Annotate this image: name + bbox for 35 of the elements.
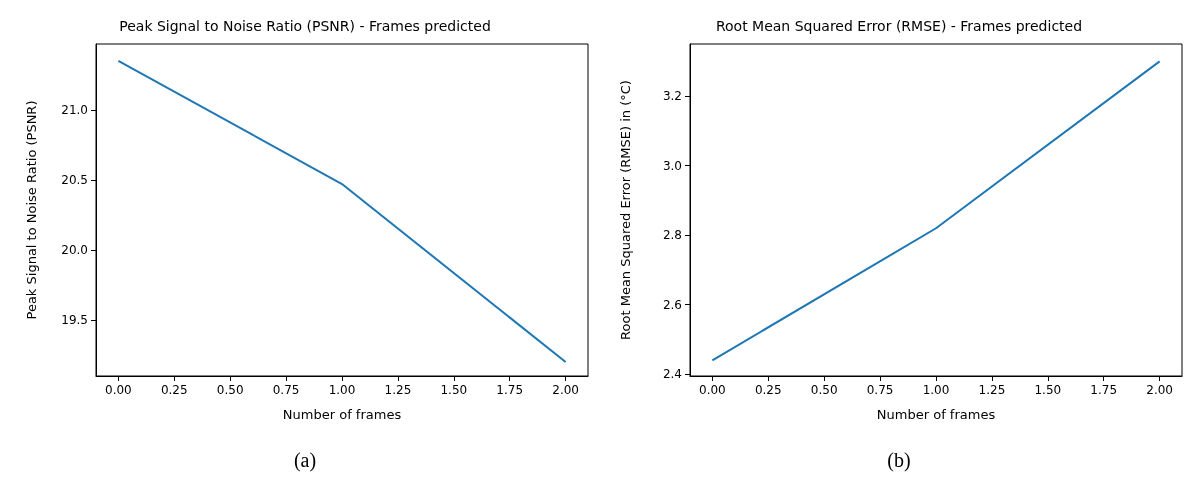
y-tick-label: 3.2 [662,89,682,104]
y-tick-label: 3.0 [662,158,682,173]
y-tick-label: 21.0 [61,102,88,117]
x-tick-label: 1.25 [384,383,412,397]
x-tick-label: 1.25 [978,383,1006,397]
y-tick-label: 20.5 [61,172,88,187]
x-tick-label: 0.25 [160,383,188,397]
x-tick-label: 1.00 [328,383,356,397]
x-tick-label: 2.00 [552,383,579,397]
x-tick-label: 0.50 [216,383,244,397]
x-tick-label: 1.00 [922,383,950,397]
x-tick-label: 0.50 [810,383,838,397]
y-axis-title: Root Mean Squared Error (RMSE) in (°C) [618,80,633,340]
text: (b) [887,449,911,472]
text: (a) [293,449,317,472]
y-tick-label: 19.5 [61,312,88,327]
x-axis-title: Number of frames [876,407,996,422]
chart-title: Root Mean Squared Error (RMSE) - Frames predicted [715,18,1083,34]
x-tick-label: 1.50 [440,383,468,397]
x-tick-label: 0.00 [105,383,132,397]
y-tick-label: 2.4 [662,367,682,382]
x-tick-label: 1.50 [1034,383,1062,397]
x-tick-label: 2.00 [1146,383,1173,397]
chart-title: Peak Signal to Noise Ratio (PSNR) - Frames predicted [119,18,491,34]
x-tick-label: 0.75 [866,383,894,397]
y-axis-title: Peak Signal to Noise Ratio (PSNR) [24,100,39,320]
x-tick-label: 0.25 [754,383,782,397]
x-tick-label: 1.75 [496,383,524,397]
y-tick-label: 2.6 [662,297,682,312]
y-tick-label: 2.8 [662,228,682,243]
x-tick-label: 0.00 [699,383,726,397]
y-tick-label: 20.0 [61,242,88,257]
x-tick-label: 0.75 [272,383,300,397]
x-axis-title: Number of frames [282,407,402,422]
x-tick-label: 1.75 [1090,383,1118,397]
